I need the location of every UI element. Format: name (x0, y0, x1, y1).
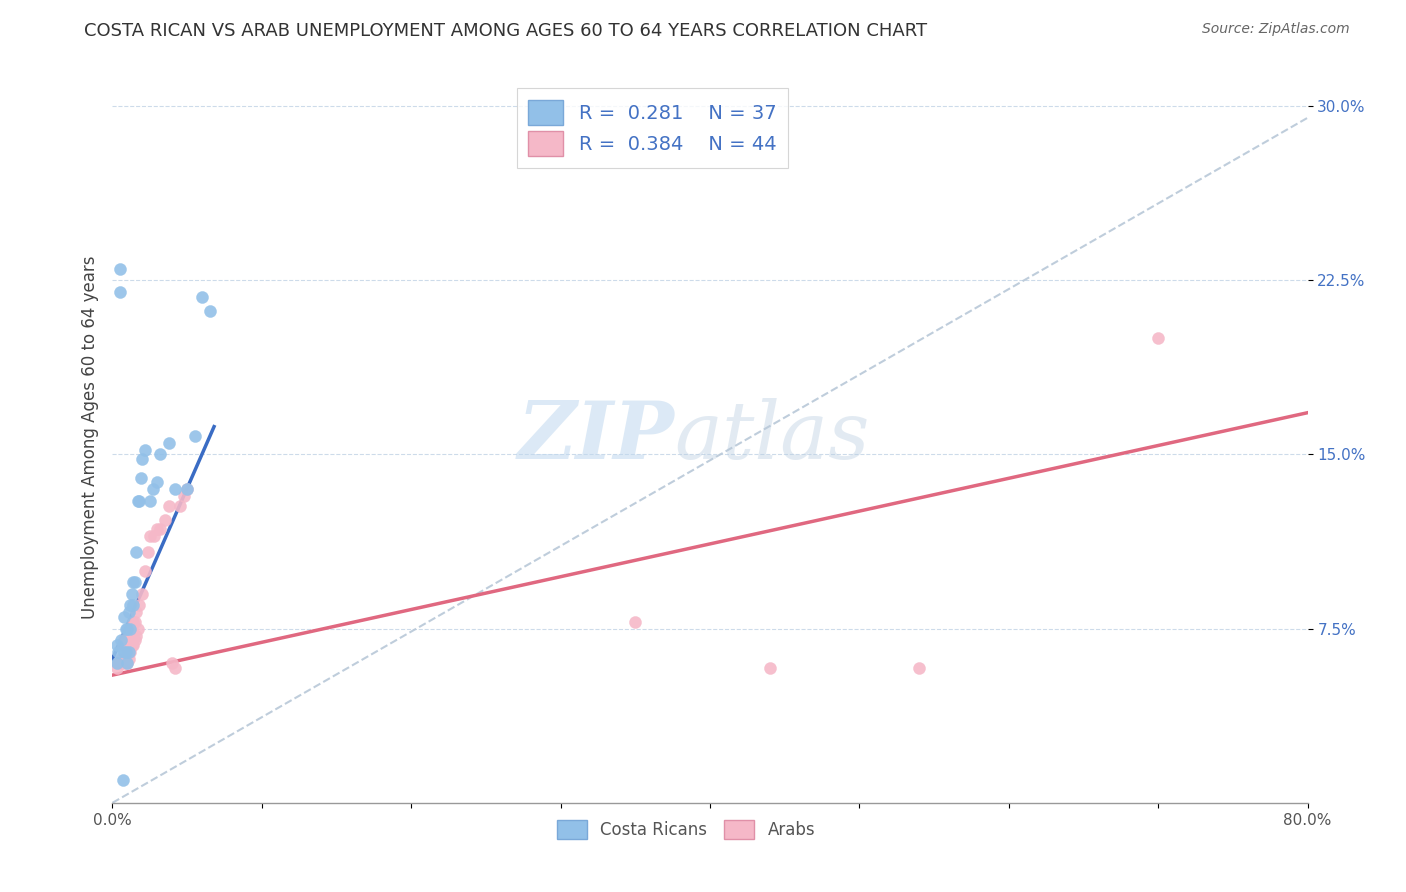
Point (624, 615, 647, 629)
Text: ZIP: ZIP (517, 399, 675, 475)
Point (122, 599, 145, 613)
Point (117, 645, 139, 659)
Point (125, 545, 148, 559)
Point (124, 575, 146, 590)
Y-axis label: Unemployment Among Ages 60 to 64 years: Unemployment Among Ages 60 to 64 years (80, 255, 98, 619)
Point (146, 522, 169, 536)
Point (111, 657, 134, 671)
Point (117, 657, 139, 671)
Point (139, 529, 162, 543)
Point (122, 638, 145, 652)
Point (127, 494, 149, 508)
Point (125, 629, 148, 643)
Point (134, 442, 156, 457)
Point (120, 622, 142, 636)
Point (114, 610, 135, 624)
Point (176, 483, 198, 497)
Point (129, 471, 152, 485)
Point (142, 483, 165, 497)
Point (157, 436, 180, 450)
Point (169, 499, 191, 513)
Point (124, 615, 146, 629)
Point (118, 645, 141, 659)
Point (120, 599, 142, 613)
Point (139, 494, 162, 508)
Point (143, 529, 166, 543)
Point (122, 575, 145, 590)
Point (759, 661, 782, 675)
Point (107, 657, 129, 671)
Point (118, 633, 141, 648)
Point (128, 494, 150, 508)
Point (115, 622, 138, 636)
Point (153, 512, 176, 526)
Point (118, 606, 141, 620)
Point (138, 545, 160, 559)
Point (117, 622, 139, 636)
Point (121, 587, 143, 601)
Point (128, 599, 150, 613)
Text: Source: ZipAtlas.com: Source: ZipAtlas.com (1202, 22, 1350, 37)
Point (110, 652, 132, 666)
Point (108, 261, 131, 276)
Point (108, 285, 131, 299)
Point (105, 657, 128, 671)
Point (111, 638, 134, 652)
Point (115, 645, 138, 659)
Point (115, 657, 138, 671)
Point (114, 645, 135, 659)
Text: atlas: atlas (675, 399, 869, 475)
Point (146, 475, 169, 490)
Point (122, 615, 145, 629)
Point (117, 657, 139, 671)
Point (165, 483, 187, 497)
Point (107, 645, 129, 659)
Point (157, 499, 180, 513)
Point (124, 633, 146, 648)
Point (162, 657, 183, 671)
Point (131, 587, 153, 601)
Point (105, 638, 128, 652)
Point (134, 564, 156, 578)
Point (125, 606, 148, 620)
Point (114, 652, 135, 666)
Point (121, 622, 143, 636)
Point (183, 429, 205, 443)
Legend: Costa Ricans, Arabs: Costa Ricans, Arabs (551, 814, 821, 846)
Point (121, 638, 143, 652)
Point (173, 489, 195, 503)
Point (127, 622, 149, 636)
Point (131, 452, 153, 467)
Point (111, 772, 134, 787)
Point (108, 657, 131, 671)
Point (198, 303, 221, 318)
Point (176, 483, 198, 497)
Point (149, 448, 172, 462)
Point (110, 633, 132, 648)
Point (120, 629, 142, 643)
Point (908, 661, 931, 675)
Text: COSTA RICAN VS ARAB UNEMPLOYMENT AMONG AGES 60 TO 64 YEARS CORRELATION CHART: COSTA RICAN VS ARAB UNEMPLOYMENT AMONG A… (84, 22, 928, 40)
Point (149, 522, 172, 536)
Point (114, 633, 135, 648)
Point (115, 633, 138, 648)
Point (165, 661, 187, 675)
Point (118, 652, 141, 666)
Point (120, 645, 142, 659)
Point (105, 661, 128, 675)
Point (1147, 331, 1170, 345)
Point (191, 290, 214, 304)
